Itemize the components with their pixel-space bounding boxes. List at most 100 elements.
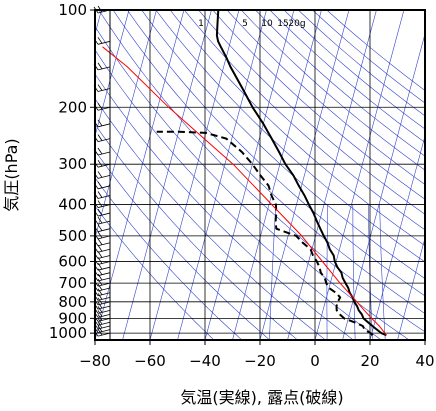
isotherm-line [95,10,157,240]
wind-barb-staff [97,195,111,199]
mixing-ratio-line [352,204,356,340]
wind-barb-flag [97,245,103,252]
wind-barb-staff [97,106,111,111]
wind-barb-staff [97,185,111,190]
mixing-ratio-label: 10 [261,19,273,29]
y-tick-label: 100 [58,1,87,19]
x-tick-label: 40 [415,352,434,370]
y-tick-label: 900 [58,309,87,327]
dry-adiabat-line [98,10,425,333]
wind-barb-flag [97,310,103,317]
mixing-ratio-label: 15 [277,19,288,29]
dry-adiabat-line [112,10,425,314]
parcel-profile-line [102,46,387,336]
wind-barb-staff [97,242,111,247]
mixing-ratio-label: 20g [288,19,305,29]
y-tick-label: 200 [58,98,87,116]
dewpoint-profile-line [156,130,374,336]
wind-barb-flag [97,306,103,313]
wind-barb-flag [97,134,103,141]
mixing-ratio-line [326,204,329,340]
isotherm-line [177,10,267,340]
wind-barb-flag [97,208,103,216]
wind-barb-staff [97,66,111,71]
x-tick-label: −80 [79,352,111,370]
dry-adiabat-line [212,10,425,200]
wind-barb-staff [97,261,111,265]
mixing-ratio-label: 1 [198,19,204,29]
wind-barb-flag [97,283,103,291]
wind-barb-staff [97,277,111,282]
wind-barb-staff [97,329,111,333]
wind-barb-staff [97,151,111,156]
isotherm-line [397,236,425,340]
dry-adiabat-line [95,177,243,340]
wind-barb-flag [97,278,103,286]
y-axis-title: 気圧(hPa) [2,138,21,211]
y-tick-label: 700 [58,274,87,292]
wind-barb-staff [97,272,111,277]
mixing-ratio-line [269,204,277,340]
mixing-ratio-line [379,204,386,340]
wind-barb-staff [97,255,111,259]
x-tick-label: 0 [310,352,320,370]
isotherm-line [314,10,405,340]
wind-barb-staff [97,204,111,208]
dry-adiabat-line [95,26,410,340]
wind-barb-staff [97,305,111,310]
mixing-ratio-labels: 1 5 10 15 20g [198,19,305,29]
wind-barb-flag [97,231,103,239]
x-tick-label: −40 [189,352,221,370]
wind-barb-staff [97,40,111,45]
wind-barb-flag [97,273,103,281]
x-tick-label: −60 [134,352,166,370]
y-tick-label: 400 [58,196,87,214]
wind-barb-staff [97,325,111,330]
wind-barb-flag [97,200,103,207]
wind-barb-staff [97,321,111,326]
isotherm-line [149,10,240,340]
wind-barb-flag [97,224,103,231]
dry-adiabat-line [255,10,425,157]
wind-barb-staff [97,88,111,92]
sounding-series [102,10,387,337]
wind-barb-staff [97,282,111,287]
y-tick-label: 300 [58,155,87,173]
wind-barb-staff [97,317,111,322]
y-tick-label: 800 [58,293,87,311]
isotherm-line [95,10,130,138]
dry-adiabat-line [95,98,326,340]
isotherm-line [95,10,102,36]
x-tick-label: −20 [244,352,276,370]
dry-adiabat-line [95,49,382,340]
wind-barb-flag [97,147,103,155]
wind-barb-staff [97,138,111,142]
dry-adiabat-line [241,10,425,171]
wind-barb-staff [97,228,111,233]
guide-lines [95,10,425,340]
wind-barb-flag [97,84,103,91]
wind-barb-flag [97,297,103,305]
wind-barb-flag [97,216,103,224]
isotherm-line [232,10,322,340]
wind-barb-flag [97,37,103,44]
wind-barb-flag [97,191,103,198]
wind-barb-staff [97,309,111,314]
dry-adiabat-line [95,150,270,340]
wind-barb-flag [97,288,103,296]
dry-adiabat-line [169,10,425,247]
wind-barb-flag [97,293,103,300]
isotherm-line [424,338,425,340]
wind-barb-flag [97,301,103,309]
isotherm-line [259,10,350,340]
isotherm-line [204,10,295,340]
wind-barb-staff [97,292,111,297]
wind-barb-staff [97,332,111,337]
wind-barb-flag [97,171,103,178]
dry-adiabat-line [141,10,425,280]
wind-barb-flag [97,62,103,70]
dry-adiabat-line [95,73,354,340]
x-axis-title: 気温(実線), 露点(破線) [180,388,343,407]
wind-barb-flag [97,238,103,245]
